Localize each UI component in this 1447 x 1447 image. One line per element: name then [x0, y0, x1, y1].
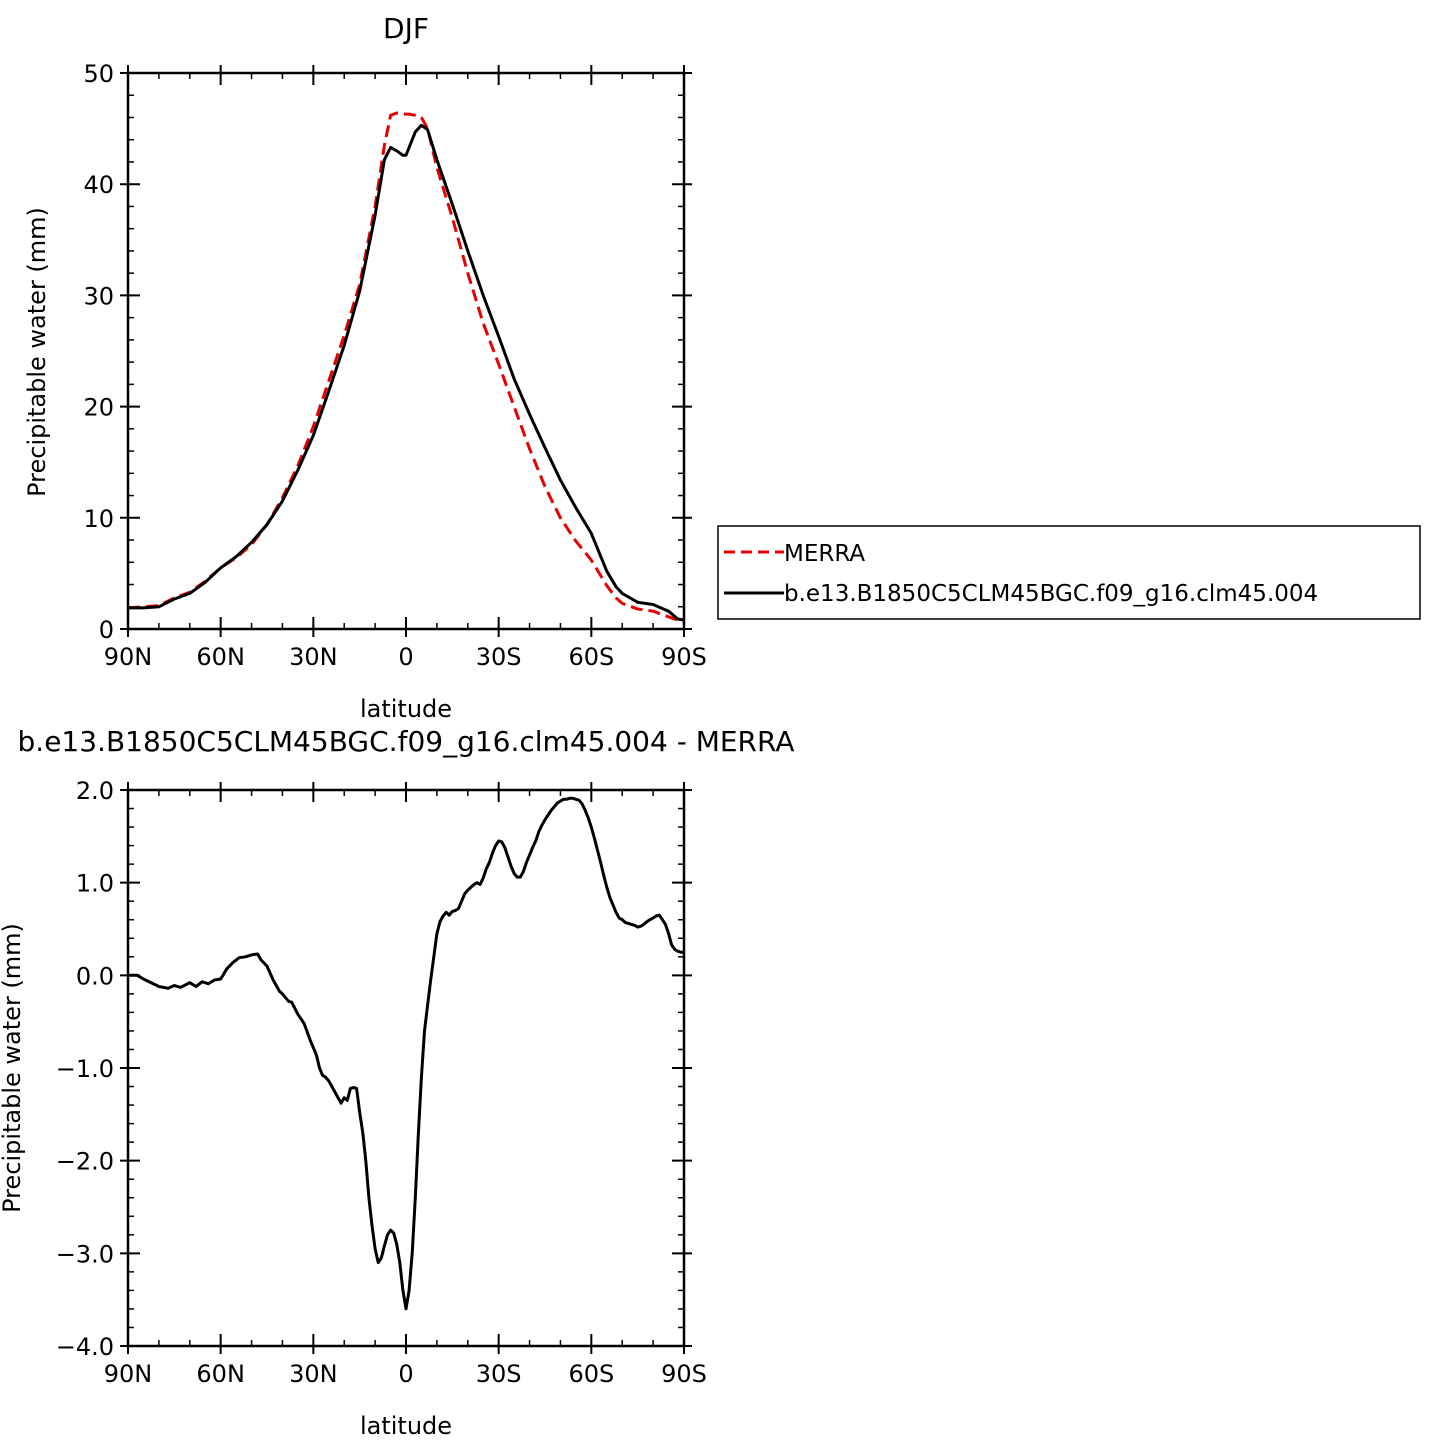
bottom-y-tick-label: 1.0 [76, 870, 114, 898]
bottom-y-tick-label: −2.0 [56, 1148, 114, 1176]
top-y-tick-label: 40 [83, 171, 114, 199]
top-plot-area [127, 111, 685, 623]
top-chart-title: DJF [383, 12, 429, 45]
bottom-x-tick-label: 90N [104, 1360, 153, 1388]
bottom-panel: b.e13.B1850C5CLM45BGC.f09_g16.clm45.004 … [0, 725, 794, 1440]
top-x-tick-label: 90N [104, 643, 153, 671]
top-x-axis-title: latitude [360, 695, 452, 723]
top-y-axis-title: Precipitable water (mm) [23, 207, 51, 497]
top-y-tick-label: 20 [83, 394, 114, 422]
top-series-line-1 [128, 123, 685, 622]
top-x-tick-label: 30S [476, 643, 522, 671]
bottom-plot-frame [126, 788, 686, 1348]
bottom-y-tick-label: 2.0 [76, 777, 114, 805]
bottom-x-tick-label: 30N [289, 1360, 338, 1388]
bottom-y-tick-label: −3.0 [56, 1240, 114, 1268]
top-y-tick-label: 0 [99, 616, 114, 644]
top-x-tick-label: 90S [661, 643, 707, 671]
top-y-tick-label: 50 [83, 60, 114, 88]
bottom-x-tick-label: 90S [661, 1360, 707, 1388]
top-x-tick-label: 60N [196, 643, 245, 671]
bottom-x-tick-label: 30S [476, 1360, 522, 1388]
legend-label-merra: MERRA [784, 541, 865, 567]
legend-label-model: b.e13.B1850C5CLM45BGC.f09_g16.clm45.004 [784, 581, 1318, 607]
bottom-x-tick-label: 60S [568, 1360, 614, 1388]
top-series-line-0 [127, 111, 685, 623]
top-y-tick-label: 10 [83, 505, 114, 533]
legend-frame [717, 525, 1421, 620]
bottom-x-axis-title: latitude [360, 1412, 452, 1440]
top-y-tick-label: 30 [83, 282, 114, 310]
top-panel: DJF latitude Precipitable water (mm) 90N… [23, 12, 707, 723]
bottom-y-axis-title: Precipitable water (mm) [0, 923, 26, 1213]
top-plot-frame [126, 71, 686, 631]
top-x-tick-label: 60S [568, 643, 614, 671]
top-x-tick-label: 0 [398, 643, 413, 671]
bottom-chart-title: b.e13.B1850C5CLM45BGC.f09_g16.clm45.004 … [18, 725, 795, 758]
bottom-y-tick-label: −1.0 [56, 1055, 114, 1083]
bottom-series-line-0 [128, 796, 684, 1311]
top-x-tick-label: 30N [289, 643, 338, 671]
bottom-x-tick-label: 0 [398, 1360, 413, 1388]
bottom-axis-ticks: 90N 60N 30N 0 30S 60S 90S 2.0 1.0 0.0 −1.0 −2.0 −3.0… [56, 777, 707, 1388]
bottom-y-tick-label: 0.0 [76, 962, 114, 990]
bottom-y-tick-label: −4.0 [56, 1333, 114, 1361]
bottom-x-tick-label: 60N [196, 1360, 245, 1388]
legend: MERRA b.e13.B1850C5CLM45BGC.f09_g16.clm4… [717, 525, 1421, 620]
bottom-plot-area [128, 796, 684, 1311]
top-axis-ticks: 90N 60N 30N 0 30S 60S 90S 0 10 20 30 40 50 [83, 60, 706, 671]
